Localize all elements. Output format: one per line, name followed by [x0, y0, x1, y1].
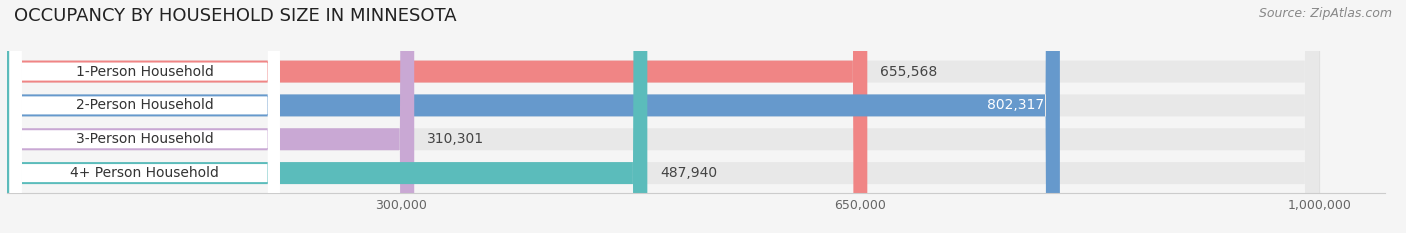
Text: OCCUPANCY BY HOUSEHOLD SIZE IN MINNESOTA: OCCUPANCY BY HOUSEHOLD SIZE IN MINNESOTA: [14, 7, 457, 25]
FancyBboxPatch shape: [7, 0, 868, 233]
Text: 802,317: 802,317: [987, 98, 1045, 112]
FancyBboxPatch shape: [7, 0, 1060, 233]
Text: 2-Person Household: 2-Person Household: [76, 98, 214, 112]
FancyBboxPatch shape: [7, 0, 415, 233]
FancyBboxPatch shape: [7, 0, 1319, 233]
FancyBboxPatch shape: [7, 0, 647, 233]
FancyBboxPatch shape: [10, 0, 280, 233]
Text: Source: ZipAtlas.com: Source: ZipAtlas.com: [1258, 7, 1392, 20]
Text: 4+ Person Household: 4+ Person Household: [70, 166, 219, 180]
FancyBboxPatch shape: [10, 0, 280, 233]
FancyBboxPatch shape: [7, 0, 1319, 233]
Text: 1-Person Household: 1-Person Household: [76, 65, 214, 79]
FancyBboxPatch shape: [7, 0, 1319, 233]
Text: 3-Person Household: 3-Person Household: [76, 132, 214, 146]
FancyBboxPatch shape: [10, 0, 280, 233]
FancyBboxPatch shape: [10, 0, 280, 233]
Text: 487,940: 487,940: [661, 166, 717, 180]
Text: 310,301: 310,301: [427, 132, 485, 146]
Text: 655,568: 655,568: [880, 65, 938, 79]
FancyBboxPatch shape: [7, 0, 1319, 233]
